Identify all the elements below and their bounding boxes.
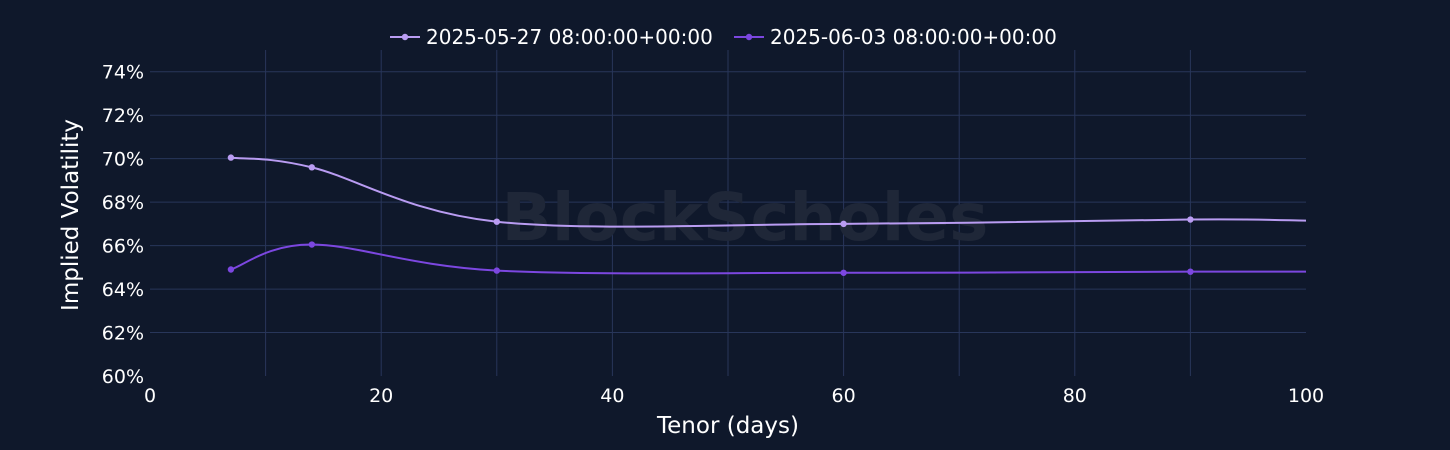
x-tick-label: 0 xyxy=(144,385,156,407)
y-tick-label: 60% xyxy=(102,366,144,388)
y-axis-title: Implied Volatility xyxy=(58,119,84,311)
series-2-point xyxy=(840,269,847,276)
series-2-point xyxy=(1187,268,1194,275)
legend-label: 2025-05-27 08:00:00+00:00 xyxy=(426,25,713,49)
series-1-point xyxy=(493,218,500,225)
x-tick-label: 80 xyxy=(1063,385,1087,407)
y-tick-label: 74% xyxy=(102,62,144,84)
x-tick-label: 60 xyxy=(832,385,856,407)
watermark: BlockScholes xyxy=(502,179,989,256)
grid-layer xyxy=(150,50,1306,376)
x-axis-title: Tenor (days) xyxy=(656,413,799,439)
y-tick-label: 70% xyxy=(102,149,144,171)
series-layer xyxy=(227,154,1307,276)
axis-layer: 60% 62% 64% 66% 68% 70% 72% 74% 0 20 40 60 80 100 xyxy=(102,62,1324,407)
legend-swatch-marker xyxy=(745,33,753,41)
y-tick-label: 64% xyxy=(102,279,144,301)
series-2-point xyxy=(227,266,235,273)
legend-item-1: 2025-05-27 08:00:00+00:00 xyxy=(390,25,713,49)
series-1-point xyxy=(308,164,316,171)
legend-item-2: 2025-06-03 08:00:00+00:00 xyxy=(734,25,1057,49)
x-tick-label: 40 xyxy=(600,385,624,407)
series-1-point xyxy=(840,220,847,228)
series-2-point xyxy=(493,267,500,274)
series-1-point xyxy=(227,154,235,161)
y-tick-label: 72% xyxy=(102,105,144,127)
legend: 2025-05-27 08:00:00+00:00 2025-06-03 08:0… xyxy=(390,25,1057,49)
series-2-point xyxy=(308,241,316,248)
x-tick-label: 20 xyxy=(369,385,393,407)
series-1-point xyxy=(1187,216,1194,223)
y-tick-label: 62% xyxy=(102,323,144,345)
y-tick-label: 66% xyxy=(102,236,144,258)
x-tick-label: 100 xyxy=(1288,385,1324,407)
y-tick-label: 68% xyxy=(102,192,144,214)
legend-swatch-marker xyxy=(401,33,409,41)
legend-label: 2025-06-03 08:00:00+00:00 xyxy=(770,25,1057,49)
